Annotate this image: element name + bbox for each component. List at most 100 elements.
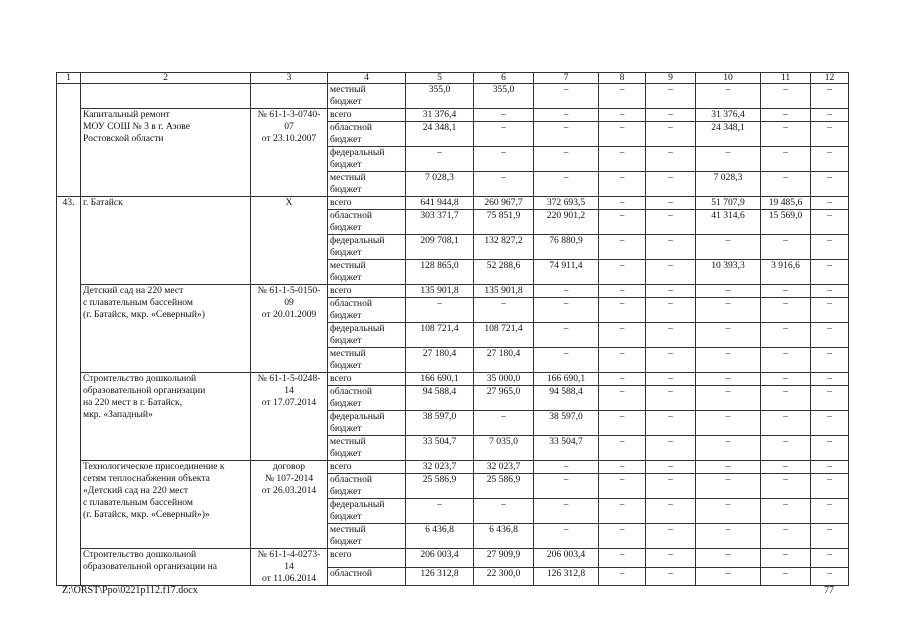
object-name: Технологическое присоединение к сетям те… — [80, 460, 251, 549]
amount-cell: 166 690,1 — [533, 372, 599, 386]
amount-cell: – — [598, 146, 646, 172]
amount-cell: 10 393,3 — [695, 259, 761, 285]
amount-cell: – — [598, 297, 646, 323]
amount-cell: – — [695, 385, 761, 411]
amount-cell: – — [760, 121, 811, 147]
amount-cell: – — [598, 410, 646, 436]
amount-cell: – — [598, 259, 646, 285]
amount-cell: – — [810, 372, 849, 386]
amount-cell: 19 485,6 — [760, 196, 811, 210]
funding-source: всего — [327, 548, 406, 568]
item-number: 43. — [56, 196, 81, 586]
amount-cell: – — [645, 83, 696, 109]
amount-cell: – — [598, 171, 646, 197]
amount-cell: – — [810, 498, 849, 524]
amount-cell: – — [598, 566, 646, 586]
amount-cell: – — [810, 83, 849, 109]
amount-cell: – — [760, 410, 811, 436]
amount-cell: – — [760, 435, 811, 461]
amount-cell: 166 690,1 — [405, 372, 474, 386]
table-row: местный бюджет 33 504,7 7 035,0 33 504,7– – –… — [57, 435, 849, 461]
amount-cell: 15 569,0 — [760, 209, 811, 235]
amount-cell: – — [810, 209, 849, 235]
amount-cell: 6 436,8 — [405, 523, 474, 549]
amount-cell: 24 348,1 — [695, 121, 761, 147]
amount-cell: 31 376,4 — [695, 108, 761, 122]
amount-cell: – — [645, 196, 696, 210]
item-number — [56, 83, 81, 197]
funding-source: областной бюджет — [327, 385, 406, 411]
table-row: федеральный бюджет 38 597,0–38 597,0– – – – – — [57, 410, 849, 436]
document-reference: № 61-1-4-0273-14 от 11.06.2014 — [250, 548, 328, 586]
funding-source: местный бюджет — [327, 435, 406, 461]
table-row: федеральный бюджет 108 721,4 108 721,4– – – –… — [57, 322, 849, 348]
amount-cell: – — [695, 410, 761, 436]
column-header: 4 — [327, 72, 406, 84]
amount-cell: – — [695, 234, 761, 260]
amount-cell: – — [598, 523, 646, 549]
amount-cell: 74 911,4 — [533, 259, 599, 285]
amount-cell: – — [695, 322, 761, 348]
amount-cell: – — [645, 209, 696, 235]
amount-cell: – — [645, 523, 696, 549]
amount-cell: – — [598, 385, 646, 411]
amount-cell: 25 586,9 — [473, 473, 534, 499]
funding-source: областной — [327, 566, 406, 586]
funding-source: местный бюджет — [327, 259, 406, 285]
amount-cell: – — [533, 83, 599, 109]
amount-cell: – — [810, 523, 849, 549]
amount-cell: – — [645, 234, 696, 260]
amount-cell: 27 965,0 — [473, 385, 534, 411]
amount-cell: – — [695, 435, 761, 461]
amount-cell: – — [645, 435, 696, 461]
amount-cell: – — [810, 146, 849, 172]
amount-cell: 32 023,7 — [473, 460, 534, 474]
amount-cell: – — [533, 121, 599, 147]
table-row: областной бюджет 25 586,9 25 586,9– – – – – – — [57, 473, 849, 499]
table-row: областной бюджет 24 348,1– – – –24 348,1– – — [57, 121, 849, 147]
amount-cell: – — [533, 297, 599, 323]
amount-cell: 27 909,9 — [473, 548, 534, 568]
object-name — [80, 83, 251, 109]
amount-cell: – — [695, 548, 761, 568]
funding-source: федеральный бюджет — [327, 234, 406, 260]
amount-cell: – — [533, 523, 599, 549]
column-header: 2 — [80, 72, 251, 84]
amount-cell: – — [473, 108, 534, 122]
table-row: Технологическое присоединение к сетям те… — [57, 460, 849, 549]
amount-cell: – — [760, 146, 811, 172]
amount-cell: 126 312,8 — [405, 566, 474, 586]
amount-cell: – — [810, 196, 849, 210]
table-row: федеральный бюджет 209 708,1 132 827,2 76 8… — [57, 234, 849, 260]
amount-cell: 6 436,8 — [473, 523, 534, 549]
table-row: федеральный бюджет – – – – – – – – — [57, 498, 849, 524]
object-name: Строительство дошкольной образовательной… — [80, 372, 251, 461]
amount-cell: 206 003,4 — [405, 548, 474, 568]
amount-cell: – — [695, 284, 761, 298]
amount-cell: – — [598, 196, 646, 210]
amount-cell: 33 504,7 — [405, 435, 474, 461]
amount-cell: – — [598, 435, 646, 461]
amount-cell: 132 827,2 — [473, 234, 534, 260]
table-row: Строительство дошкольной образовательной… — [57, 372, 849, 461]
object-name: г. Батайск — [80, 196, 251, 285]
amount-cell: – — [645, 498, 696, 524]
amount-cell: – — [533, 347, 599, 373]
amount-cell: – — [760, 171, 811, 197]
amount-cell: – — [760, 284, 811, 298]
funding-source: всего — [327, 196, 406, 210]
amount-cell: – — [405, 146, 474, 172]
amount-cell: – — [473, 498, 534, 524]
amount-cell: – — [810, 473, 849, 499]
amount-cell: 135 901,8 — [473, 284, 534, 298]
amount-cell: – — [645, 385, 696, 411]
amount-cell: – — [760, 385, 811, 411]
amount-cell: – — [533, 171, 599, 197]
amount-cell: 38 597,0 — [533, 410, 599, 436]
amount-cell: 35 000,0 — [473, 372, 534, 386]
amount-cell: 355,0 — [473, 83, 534, 109]
table-row: местный бюджет 7 028,3– – – –7 028,3– – — [57, 171, 849, 197]
amount-cell: 260 967,7 — [473, 196, 534, 210]
amount-cell: 41 314,6 — [695, 209, 761, 235]
